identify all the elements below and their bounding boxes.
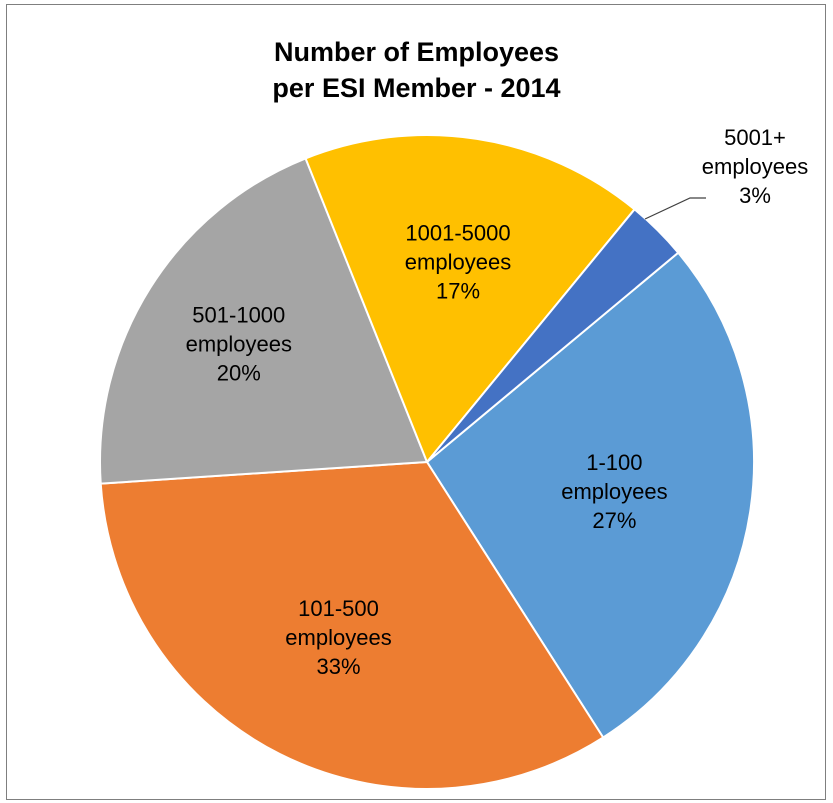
pie-slice-5	[426, 208, 680, 463]
slice-label-5: 5001+ employees 3%	[702, 125, 808, 208]
slice-label-1-line-3: 27%	[592, 508, 636, 533]
slice-label-5-line-2: employees	[702, 154, 808, 179]
chart-title-line-1: Number of Employees	[273, 37, 560, 67]
slice-label-4-line-3: 17%	[436, 279, 480, 304]
slice-label-2: 101-500 employees 33%	[285, 596, 391, 679]
slice-label-2-line-1: 101-500	[298, 596, 379, 621]
chart-title-line-2: per ESI Member - 2014	[272, 73, 561, 103]
slice-label-4: 1001-5000 employees 17%	[405, 221, 511, 304]
slice-label-3-line-2: employees	[186, 332, 292, 357]
slice-label-4-line-2: employees	[405, 250, 511, 275]
slice-label-3-line-1: 501-1000	[192, 303, 285, 328]
slice-label-3-line-3: 20%	[217, 361, 261, 386]
leader-line-5	[644, 197, 706, 220]
pie-slice-3	[99, 157, 428, 485]
slice-label-4-line-1: 1001-5000	[405, 221, 510, 246]
slice-labels: 1-100 employees 27% 101-500 employees 33% 501-…	[186, 125, 809, 679]
slice-label-2-line-2: employees	[285, 625, 391, 650]
slice-label-1-line-2: employees	[561, 479, 667, 504]
slice-label-5-line-1: 5001+	[724, 125, 786, 150]
pie-slice-4	[304, 134, 636, 463]
leader-lines	[644, 197, 706, 220]
slice-label-2-line-3: 33%	[316, 654, 360, 679]
slice-label-1: 1-100 employees 27%	[561, 450, 667, 533]
pie-slices	[99, 134, 755, 790]
slice-label-5-line-3: 3%	[739, 183, 771, 208]
pie-slice-2	[99, 461, 605, 790]
pie-slice-1	[426, 251, 755, 739]
chart-title: Number of Employees per ESI Member - 201…	[0, 34, 833, 106]
slice-label-3: 501-1000 employees 20%	[186, 303, 292, 386]
slice-label-1-line-1: 1-100	[586, 450, 642, 475]
